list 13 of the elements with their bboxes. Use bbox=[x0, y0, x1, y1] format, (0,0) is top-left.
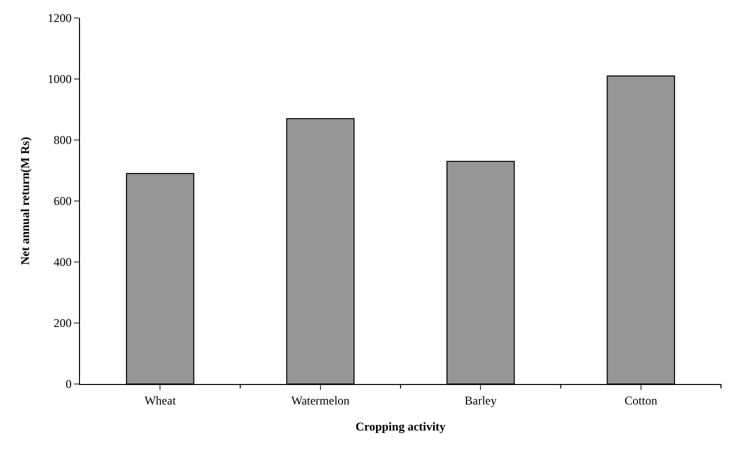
x-axis-title: Cropping activity bbox=[355, 419, 446, 434]
x-tick-label: Cotton bbox=[624, 393, 658, 408]
y-tick-label: 200 bbox=[54, 316, 72, 330]
x-tick-label: Barley bbox=[464, 393, 497, 408]
y-axis-title: Net annual return(M Rs) bbox=[18, 136, 32, 266]
x-tick-label: Watermelon bbox=[291, 393, 350, 408]
y-tick-label: 600 bbox=[54, 194, 72, 208]
y-tick-label: 1000 bbox=[48, 72, 72, 86]
x-tick-label: Wheat bbox=[144, 393, 176, 408]
y-tick-label: 400 bbox=[54, 255, 72, 270]
y-tick-label: 1200 bbox=[48, 11, 72, 26]
y-tick-label: 800 bbox=[54, 133, 72, 148]
y-tick-label: 0 bbox=[66, 377, 72, 392]
